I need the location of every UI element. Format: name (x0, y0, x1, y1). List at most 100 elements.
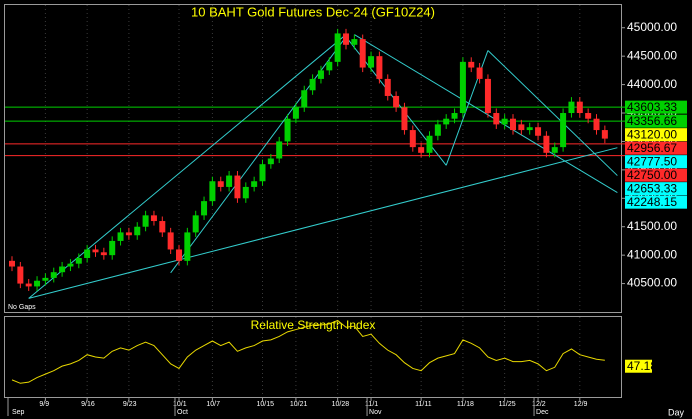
candle-body (326, 61, 333, 71)
candle-body (476, 67, 483, 79)
trend-line (170, 36, 347, 274)
x-tick-label: 10/15 (257, 401, 275, 408)
x-tick-label: 11/1 (365, 401, 378, 408)
chart-title: 10 BAHT Gold Futures Dec-24 (GF10Z24) (191, 4, 435, 19)
y-tick-label: 40500.00 (627, 276, 677, 290)
candle-body (576, 101, 583, 114)
month-label: Oct (177, 409, 188, 416)
trend-line (354, 34, 618, 194)
candle-body (384, 78, 391, 96)
candle-body (9, 260, 15, 267)
candle-body (150, 215, 157, 222)
candle-body (42, 277, 49, 281)
candle-body (585, 113, 592, 119)
candle-body (501, 118, 508, 125)
candle-body (226, 175, 233, 187)
candle-body (535, 127, 542, 136)
candle-body (601, 130, 608, 139)
candle-body (560, 113, 567, 148)
price-panel (4, 4, 622, 313)
candle-body (217, 181, 224, 187)
candle-body (209, 181, 216, 202)
level-label: 43120.00 (627, 127, 677, 141)
rsi-label-box (625, 359, 652, 373)
candle-body (451, 113, 458, 119)
candle-body (484, 78, 491, 114)
y-tick-label: 41500.00 (627, 219, 677, 233)
candle-body (393, 95, 400, 108)
candle-body (443, 118, 450, 125)
candle-body (67, 263, 74, 267)
x-tick-label: 11/25 (499, 401, 516, 408)
candle-body (117, 232, 124, 241)
candle-body (351, 39, 358, 45)
y-tick-label: 41000.00 (627, 247, 677, 261)
candle-body (75, 257, 82, 264)
level-label: 42248.15 (627, 195, 677, 209)
month-label: Sep (12, 409, 25, 416)
x-tick-label: 9/23 (123, 401, 137, 408)
x-tick-label: 11/11 (415, 401, 432, 408)
level-label: 42653.33 (627, 181, 677, 195)
level-label-box (625, 128, 687, 142)
rsi-label: 47.18 (627, 359, 657, 373)
level-label-box (625, 168, 687, 182)
candle-body (259, 164, 266, 182)
candle-body (418, 147, 425, 153)
candle-body (301, 90, 308, 108)
level-label-box (625, 114, 687, 128)
x-tick-label: 12/2 (532, 401, 546, 408)
candle-body (192, 215, 199, 233)
candle-body (201, 201, 208, 216)
y-tick-label: 44500.00 (627, 48, 677, 62)
candle-body (376, 56, 383, 79)
candle-body (526, 127, 533, 131)
candle-body (401, 107, 408, 131)
candle-body (159, 221, 166, 233)
candle-body (142, 215, 149, 227)
candle-body (409, 130, 416, 148)
candle-body (17, 266, 24, 284)
candle-body (84, 249, 91, 258)
x-tick-label: 11/18 (457, 401, 474, 408)
candle-body (434, 124, 441, 136)
candle-body (184, 232, 191, 261)
candle-body (459, 61, 466, 114)
level-label-box (625, 155, 687, 169)
candle-body (34, 280, 41, 287)
trend-line (487, 50, 618, 176)
x-tick-label: 10/21 (290, 401, 308, 408)
candle-body (92, 249, 99, 253)
candle-body (100, 252, 107, 256)
x-tick-label: 12/9 (574, 401, 588, 408)
x-tick-label: 10/1 (173, 401, 187, 408)
rsi-line (11, 319, 605, 384)
note: No Gaps (8, 304, 36, 311)
candle-body (284, 118, 291, 142)
level-label-box (625, 195, 687, 209)
candle-body (343, 33, 349, 45)
level-label-box (625, 182, 687, 196)
candle-body (276, 141, 283, 159)
candle-body (242, 186, 249, 199)
candle-body (510, 118, 516, 131)
candle-body (593, 118, 600, 131)
month-label: Nov (369, 409, 382, 416)
y-tick-label: 44000.00 (627, 77, 677, 91)
x-tick-label: 10/28 (332, 401, 350, 408)
level-label: 42777.50 (627, 154, 677, 168)
candle-body (267, 158, 274, 165)
rsi-panel (4, 316, 622, 398)
candle-body (234, 175, 241, 199)
candle-body (134, 226, 141, 236)
month-label: Dec (536, 409, 549, 416)
level-label: 43356.66 (627, 114, 677, 128)
candle-body (468, 61, 475, 68)
candle-body (125, 232, 132, 236)
candle-body (518, 124, 525, 131)
candle-body (59, 266, 66, 273)
candle-body (251, 181, 258, 187)
candle-body (551, 147, 558, 153)
